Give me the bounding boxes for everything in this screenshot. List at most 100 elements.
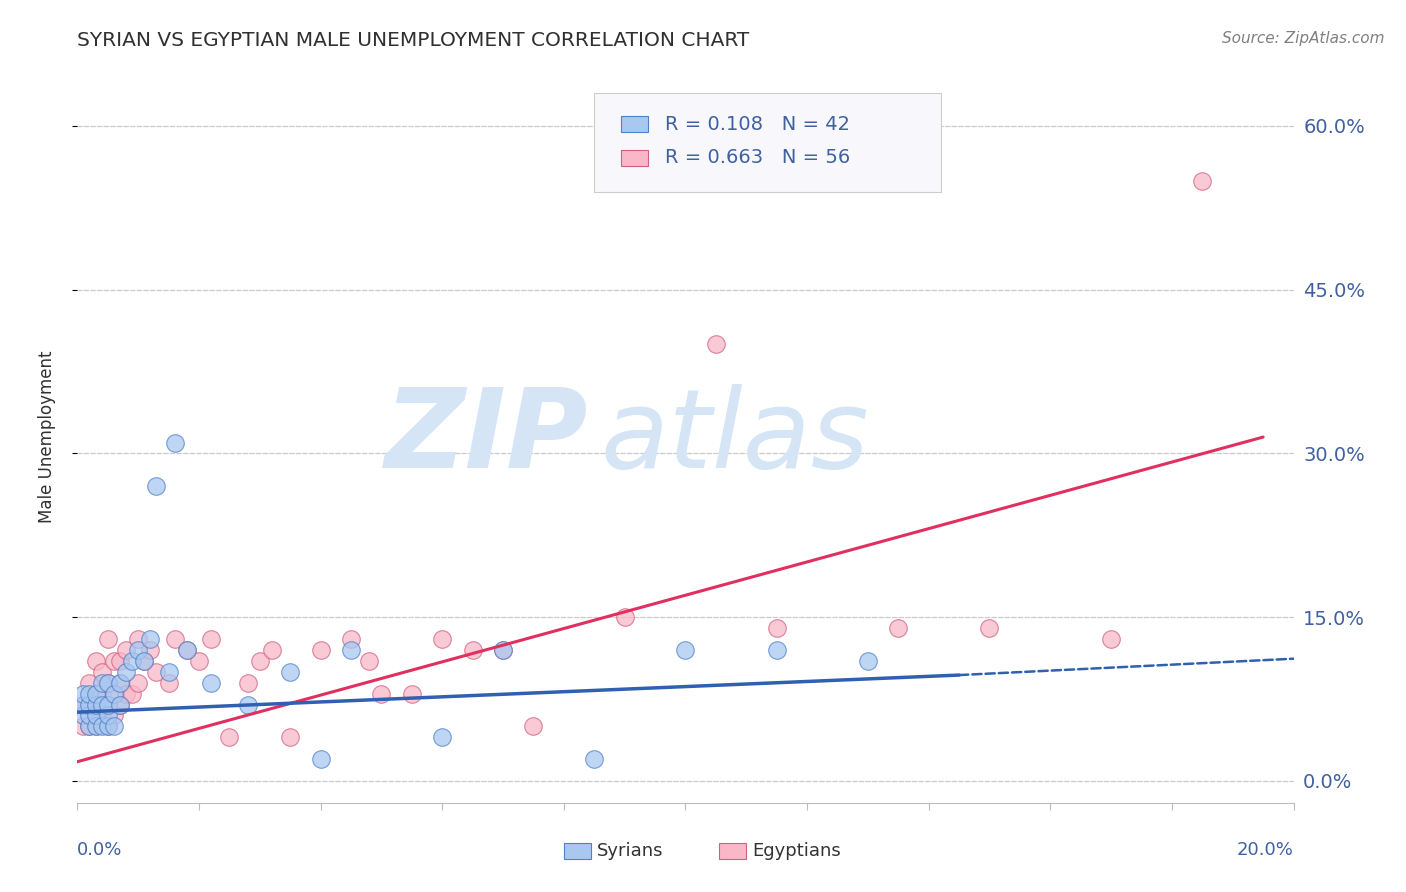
Point: [72, 698, 94, 712]
Point: [97, 675, 120, 690]
Point: [278, 731, 301, 745]
Point: [492, 643, 515, 657]
Point: [97, 698, 120, 712]
Point: [236, 675, 259, 690]
Point: [115, 687, 138, 701]
Point: [340, 643, 363, 657]
Point: [79, 708, 101, 723]
Text: 0.0%: 0.0%: [77, 841, 122, 859]
Point: [188, 654, 211, 668]
Point: [72, 708, 94, 723]
Point: [97, 708, 120, 723]
Point: [139, 632, 162, 646]
Point: [127, 643, 149, 657]
Point: [134, 654, 156, 668]
Point: [97, 675, 120, 690]
Point: [370, 687, 392, 701]
Point: [115, 665, 138, 679]
Point: [90, 687, 112, 701]
Point: [359, 654, 381, 668]
Point: [856, 654, 879, 668]
Point: [176, 643, 198, 657]
Text: Source: ZipAtlas.com: Source: ZipAtlas.com: [1222, 31, 1385, 46]
Point: [461, 643, 484, 657]
Point: [72, 687, 94, 701]
Point: [430, 731, 453, 745]
Point: [163, 632, 186, 646]
Point: [1099, 632, 1122, 646]
Point: [103, 654, 125, 668]
Point: [84, 698, 107, 712]
Point: [90, 708, 112, 723]
Point: [90, 675, 112, 690]
Text: Egyptians: Egyptians: [752, 842, 841, 860]
FancyBboxPatch shape: [595, 94, 941, 192]
Point: [236, 698, 259, 712]
Y-axis label: Male Unemployment: Male Unemployment: [38, 351, 56, 524]
Text: 20.0%: 20.0%: [1237, 841, 1294, 859]
Text: SYRIAN VS EGYPTIAN MALE UNEMPLOYMENT CORRELATION CHART: SYRIAN VS EGYPTIAN MALE UNEMPLOYMENT COR…: [77, 31, 749, 50]
Point: [249, 654, 271, 668]
Point: [704, 337, 727, 351]
Text: atlas: atlas: [600, 384, 869, 491]
Point: [90, 698, 112, 712]
Point: [127, 632, 149, 646]
Point: [79, 675, 101, 690]
Point: [583, 752, 606, 766]
Point: [84, 687, 107, 701]
Point: [84, 708, 107, 723]
Bar: [621, 116, 648, 132]
Point: [309, 643, 332, 657]
Point: [1191, 173, 1213, 187]
Point: [675, 643, 697, 657]
Point: [278, 665, 301, 679]
Point: [121, 687, 143, 701]
Bar: [720, 843, 747, 859]
Point: [90, 665, 112, 679]
Text: R = 0.108   N = 42: R = 0.108 N = 42: [665, 114, 849, 134]
Point: [157, 665, 180, 679]
Point: [260, 643, 283, 657]
Point: [79, 719, 101, 733]
Point: [218, 731, 240, 745]
Point: [97, 698, 120, 712]
Point: [145, 665, 167, 679]
Point: [163, 435, 186, 450]
Point: [79, 698, 101, 712]
Point: [492, 643, 515, 657]
Point: [200, 675, 222, 690]
Point: [97, 632, 120, 646]
Point: [84, 654, 107, 668]
Point: [84, 719, 107, 733]
Point: [79, 698, 101, 712]
Point: [765, 643, 787, 657]
Point: [108, 698, 131, 712]
Point: [157, 675, 180, 690]
Point: [430, 632, 453, 646]
Point: [134, 654, 156, 668]
Point: [979, 621, 1001, 635]
Point: [115, 643, 138, 657]
Point: [887, 621, 910, 635]
Point: [108, 675, 131, 690]
Point: [108, 675, 131, 690]
Point: [108, 698, 131, 712]
Point: [103, 687, 125, 701]
Point: [84, 708, 107, 723]
Point: [127, 675, 149, 690]
Point: [108, 654, 131, 668]
Point: [72, 719, 94, 733]
Text: Syrians: Syrians: [596, 842, 664, 860]
Point: [97, 719, 120, 733]
Point: [145, 479, 167, 493]
Point: [121, 654, 143, 668]
Point: [522, 719, 544, 733]
Point: [84, 687, 107, 701]
Bar: [564, 843, 591, 859]
Point: [139, 643, 162, 657]
Point: [90, 719, 112, 733]
Point: [84, 719, 107, 733]
Point: [79, 687, 101, 701]
Point: [97, 719, 120, 733]
Point: [613, 610, 636, 624]
